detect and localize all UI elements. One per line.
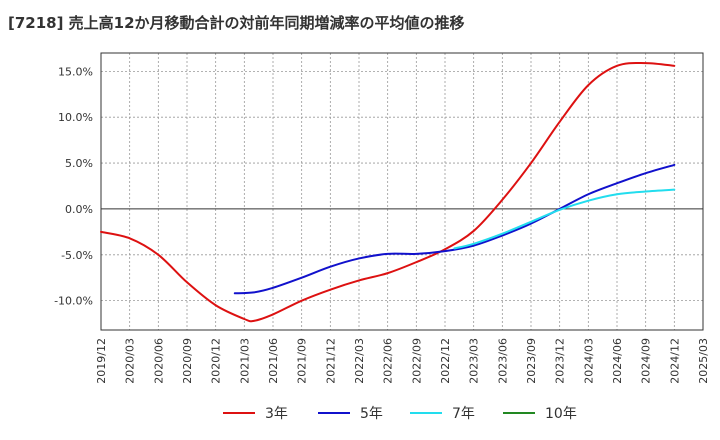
x-tick-label: 2023/12 [554, 338, 567, 384]
y-axis: -10.0% -5.0% 0.0% 5.0% 10.0% 15.0% [54, 65, 93, 307]
x-tick-label: 2023/06 [496, 338, 509, 384]
x-tick-label: 2021/12 [324, 338, 337, 384]
x-tick-label: 2020/12 [210, 338, 223, 384]
x-tick-label: 2022/03 [353, 338, 366, 384]
x-tick-label: 2020/09 [181, 338, 194, 384]
legend-label-2: 7年 [452, 406, 475, 422]
legend-label-0: 3年 [265, 406, 288, 422]
x-tick-label: 2021/06 [267, 338, 280, 384]
x-tick-label: 2023/09 [525, 338, 538, 384]
x-tick-label: 2024/09 [640, 338, 653, 384]
y-tick-label: -10.0% [54, 295, 93, 308]
x-tick-label: 2022/06 [382, 338, 395, 384]
y-tick-label: 0.0% [65, 203, 93, 216]
x-tick-label: 2021/03 [238, 338, 251, 384]
legend-label-1: 5年 [360, 406, 383, 422]
x-tick-label: 2021/09 [296, 338, 309, 384]
chart-title: [7218] 売上高12か月移動合計の対前年同期増減率の平均値の推移 [8, 14, 465, 32]
x-tick-label: 2020/06 [152, 338, 165, 384]
grid [100, 53, 704, 330]
x-tick-label: 2024/03 [582, 338, 595, 384]
series-layer [100, 61, 676, 323]
x-tick-label: 2024/06 [611, 338, 624, 384]
series-line-2 [453, 188, 676, 250]
x-axis: 2019/12 2020/03 2020/06 2020/09 2020/12 2021/… [95, 338, 710, 384]
y-tick-label: 10.0% [58, 111, 93, 124]
x-tick-label: 2019/12 [95, 338, 108, 384]
legend-label-3: 10年 [545, 406, 577, 422]
legend: 3年 5年 7年 10年 [223, 406, 577, 422]
series-line-0 [100, 61, 676, 323]
y-tick-label: 5.0% [65, 157, 93, 170]
plot-frame [100, 52, 704, 331]
x-tick-label: 2022/12 [439, 338, 452, 384]
y-tick-label: -5.0% [61, 249, 93, 262]
x-tick-label: 2020/03 [124, 338, 137, 384]
y-tick-label: 15.0% [58, 65, 93, 78]
x-tick-label: 2023/03 [468, 338, 481, 384]
x-tick-label: 2022/09 [410, 338, 423, 384]
x-tick-label: 2025/03 [697, 338, 710, 384]
x-tick-label: 2024/12 [668, 338, 681, 384]
series-line-1 [233, 163, 676, 295]
